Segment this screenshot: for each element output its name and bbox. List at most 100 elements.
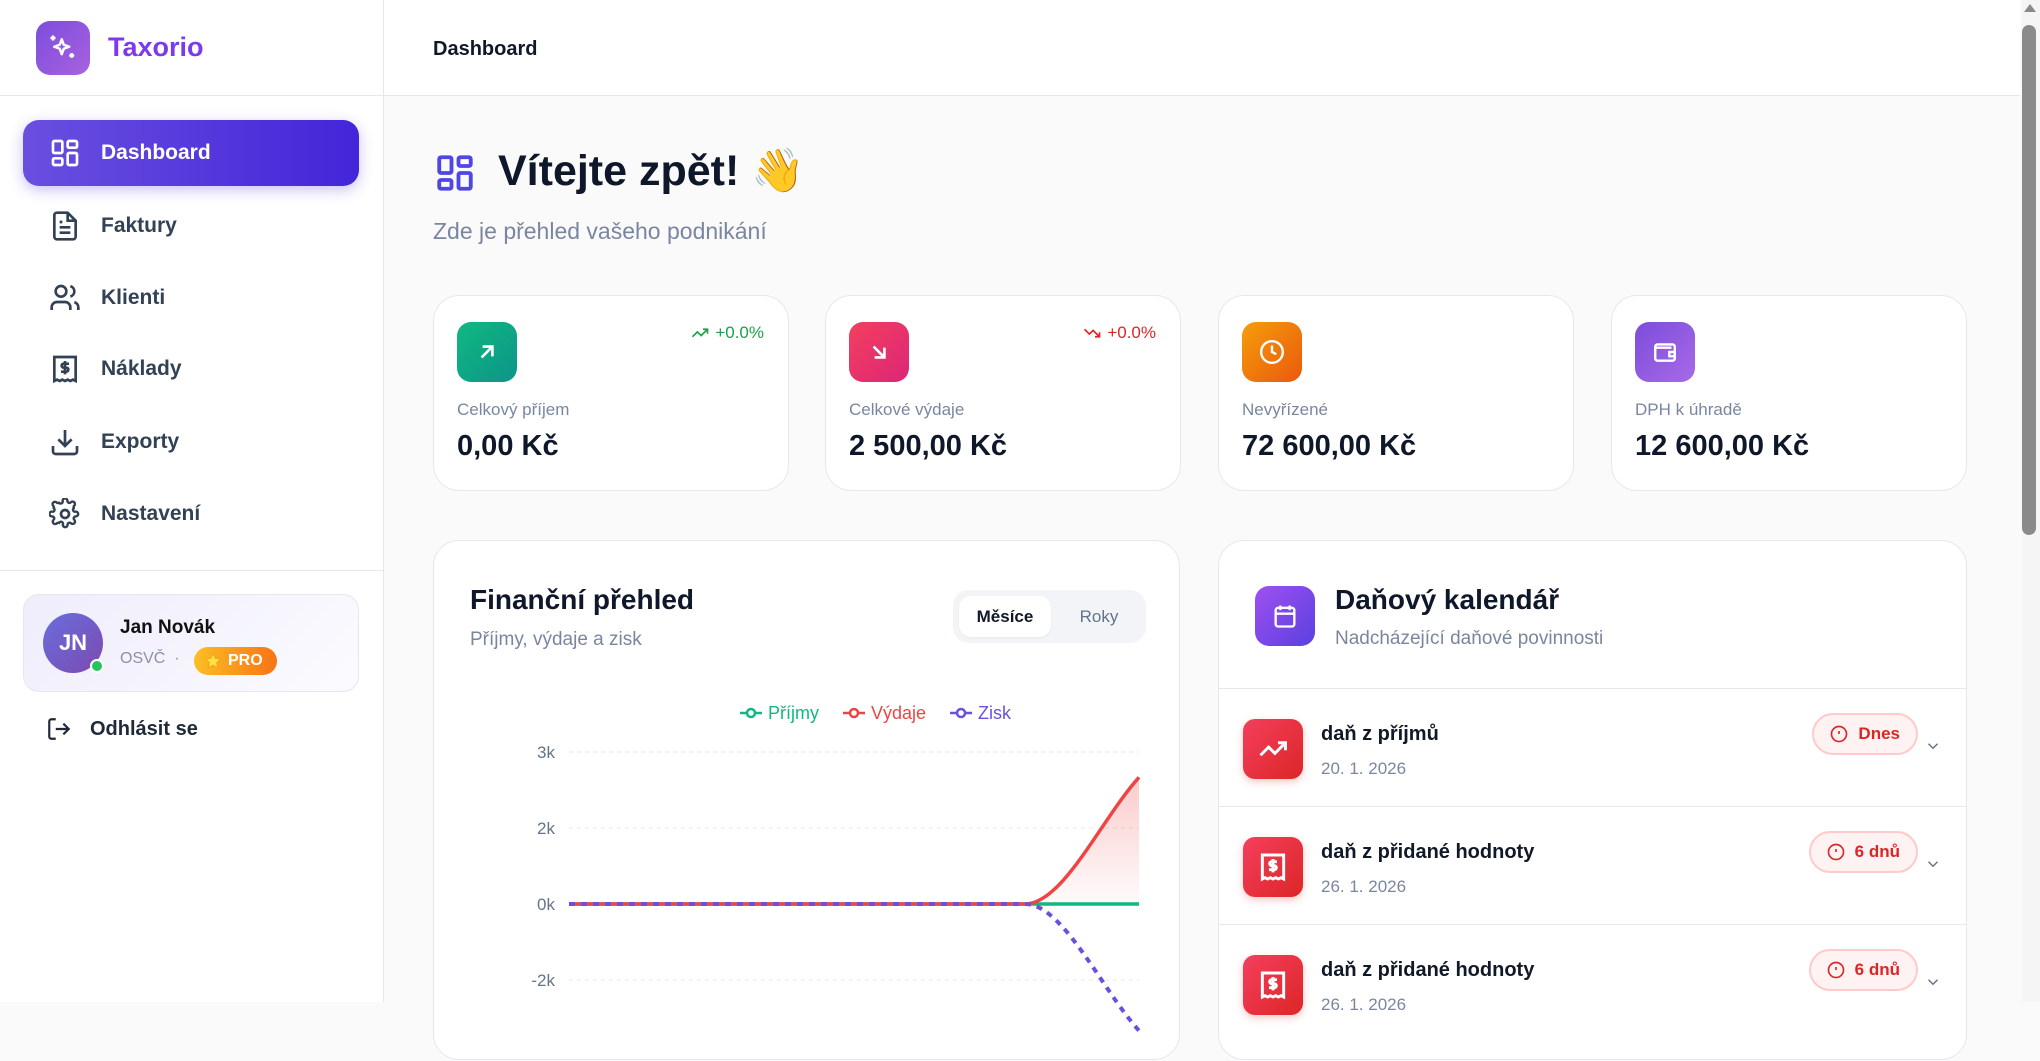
due-badge: Dnes: [1812, 713, 1918, 755]
gear-icon: [49, 498, 80, 529]
page-subtitle: Zde je přehled vašeho podnikání: [433, 218, 767, 244]
sidebar-item-exporty[interactable]: Exporty: [23, 409, 359, 475]
receipt-dollar-icon: [1243, 955, 1303, 1015]
alert-circle-icon: [1827, 961, 1844, 979]
layout-grid-icon: [51, 139, 79, 167]
users-icon: [50, 284, 80, 310]
online-status-dot: [90, 659, 104, 673]
legend-marker: [955, 707, 967, 719]
trend-indicator: +0.0%: [1083, 323, 1156, 343]
page-title: Vítejte zpět! 👋: [498, 146, 805, 196]
financial-chart: 3k 2k 0k -2k Příjmy Výdaje Zisk: [531, 703, 1141, 1033]
stat-card-expenses: +0.0% Celkové výdaje 2 500,00 Kč: [825, 295, 1181, 491]
y-tick-label: 3k: [537, 743, 555, 762]
sidebar-item-nastaveni[interactable]: Nastavení: [23, 481, 359, 547]
stat-card-vat: DPH k úhradě 12 600,00 Kč: [1611, 295, 1967, 491]
separator: ·: [174, 650, 180, 667]
scrollbar-thumb[interactable]: [2022, 25, 2036, 535]
stat-label: Celkové výdaje: [849, 400, 965, 419]
y-tick-label: 2k: [537, 819, 555, 838]
due-badge: 6 dnů: [1808, 831, 1918, 873]
legend-item[interactable]: Zisk: [950, 703, 1012, 723]
breadcrumb: Dashboard: [433, 38, 538, 60]
toggle-months[interactable]: Měsíce: [959, 596, 1051, 637]
chevron-down-icon[interactable]: [1924, 973, 1942, 991]
sparkles-icon: [50, 35, 75, 58]
trending-down-icon: [1084, 328, 1101, 338]
waving-hand-icon: 👋: [751, 147, 805, 195]
tax-item-title: daň z příjmů: [1321, 723, 1439, 745]
logo[interactable]: [36, 21, 90, 75]
top-bar: Dashboard: [384, 0, 2020, 96]
stat-value: 2 500,00 Kč: [849, 430, 1008, 462]
sidebar-item-klienti[interactable]: Klienti: [23, 265, 359, 331]
legend-label: Příjmy: [768, 703, 819, 723]
card-subtitle: Nadcházející daňové povinnosti: [1335, 628, 1604, 649]
sidebar-item-label: Náklady: [101, 357, 182, 380]
clock-icon: [1242, 322, 1302, 382]
receipt-dollar-icon: [1243, 837, 1303, 897]
download-icon: [51, 430, 79, 456]
trend-value: +0.0%: [1107, 323, 1156, 342]
layout-grid-icon: [437, 155, 473, 191]
card-title: Finanční přehled: [470, 584, 695, 615]
sidebar-item-label: Dashboard: [101, 141, 211, 164]
y-tick-label: 0k: [537, 895, 555, 914]
card-subtitle: Příjmy, výdaje a zisk: [470, 629, 642, 650]
user-name: Jan Novák: [120, 617, 216, 638]
trend-indicator: +0.0%: [691, 323, 764, 343]
brand-name: Taxorio: [108, 32, 204, 62]
alert-circle-icon: [1827, 843, 1844, 861]
legend-marker: [745, 707, 757, 719]
tax-item[interactable]: daň z přidané hodnoty 26. 1. 2026 6 dnů: [1219, 806, 1966, 924]
stat-label: DPH k úhradě: [1635, 400, 1742, 419]
sidebar-item-label: Klienti: [101, 286, 166, 309]
legend-item[interactable]: Výdaje: [843, 703, 926, 723]
stat-value: 72 600,00 Kč: [1242, 430, 1417, 462]
series-line-Zisk: [568, 901, 1141, 1033]
trend-value: +0.0%: [715, 323, 764, 342]
welcome-text: Vítejte zpět!: [498, 147, 740, 195]
badge-label: 6 dnů: [1854, 960, 1900, 979]
star-icon: [204, 652, 222, 669]
wallet-icon: [1635, 322, 1695, 382]
legend-item[interactable]: Příjmy: [740, 703, 819, 723]
tax-item-date: 26. 1. 2026: [1321, 877, 1407, 896]
series-area-Výdaje: [569, 777, 1139, 904]
series-line-Výdaje: [568, 776, 1141, 906]
tax-item[interactable]: daň z příjmů 20. 1. 2026 Dnes: [1219, 688, 1966, 806]
due-badge: 6 dnů: [1808, 949, 1918, 991]
legend-marker: [848, 707, 860, 719]
badge-label: Dnes: [1858, 724, 1900, 743]
sidebar-item-dashboard[interactable]: Dashboard: [23, 120, 359, 186]
tax-item-title: daň z přidané hodnoty: [1321, 959, 1535, 981]
arrow-down-right-icon: [849, 322, 909, 382]
stat-card-income: +0.0% Celkový příjem 0,00 Kč: [433, 295, 789, 491]
pro-badge: PRO: [194, 647, 277, 675]
tax-item-title: daň z přidané hodnoty: [1321, 841, 1535, 863]
logout-label: Odhlásit se: [90, 717, 198, 740]
sidebar-item-naklady[interactable]: Náklady: [23, 336, 359, 402]
sidebar: Taxorio Dashboard Faktury Klienti Náklad…: [0, 0, 384, 1002]
stat-label: Nevyřízené: [1242, 400, 1328, 419]
toggle-years[interactable]: Roky: [1079, 606, 1119, 626]
period-toggle: Měsíce Roky: [953, 590, 1146, 643]
badge-label: 6 dnů: [1854, 842, 1900, 861]
trending-up-icon: [692, 328, 709, 338]
user-role-label: OSVČ: [120, 650, 166, 667]
chevron-down-icon[interactable]: [1924, 855, 1942, 873]
trending-up-icon: [1243, 719, 1303, 779]
financial-overview-card: Finanční přehled Příjmy, výdaje a zisk M…: [433, 540, 1180, 1060]
receipt-dollar-icon: [53, 355, 77, 384]
file-text-icon: [53, 211, 77, 241]
stat-value: 0,00 Kč: [457, 430, 559, 462]
stat-label: Celkový příjem: [457, 400, 570, 419]
chevron-down-icon[interactable]: [1924, 737, 1942, 755]
logout-button[interactable]: Odhlásit se: [46, 716, 198, 742]
calendar-icon: [1255, 586, 1315, 646]
user-profile-card[interactable]: JN Jan Novák OSVČ · PRO: [23, 594, 359, 692]
legend-label: Výdaje: [871, 703, 926, 723]
sidebar-item-faktury[interactable]: Faktury: [23, 193, 359, 259]
tax-item[interactable]: daň z přidané hodnoty 26. 1. 2026 6 dnů: [1219, 924, 1966, 1042]
scroll-up-arrow-icon[interactable]: [2024, 4, 2036, 12]
